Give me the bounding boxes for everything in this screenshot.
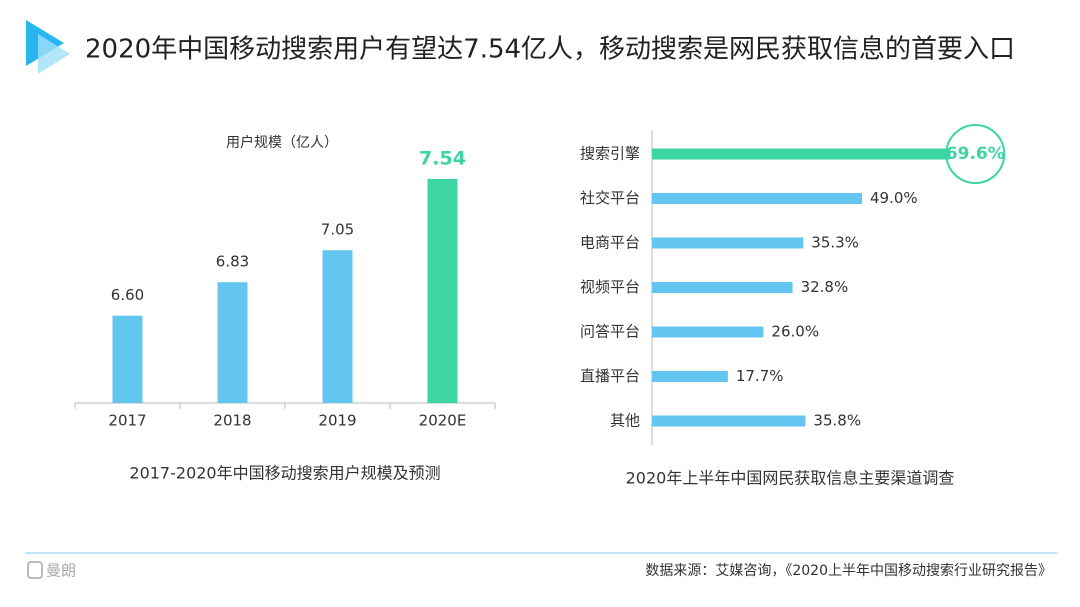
- bar: [652, 237, 804, 249]
- bar: [652, 193, 862, 204]
- y-tick-label: 问答平台: [580, 323, 640, 341]
- chart-title: 2020年上半年中国网民获取信息主要渠道调查: [626, 469, 955, 488]
- logo: 曼朗: [46, 562, 76, 580]
- bar: [652, 148, 951, 160]
- y-tick-label: 视频平台: [580, 278, 640, 296]
- bar: [652, 371, 728, 382]
- y-tick-label: 其他: [610, 412, 640, 430]
- value-label: 7.05: [321, 221, 354, 239]
- chart-title: 2017-2020年中国移动搜索用户规模及预测: [129, 464, 440, 483]
- value-label: 69.6%: [946, 144, 1005, 164]
- source-note: 数据来源：艾媒咨询，《2020上半年中国移动搜索行业研究报告》: [645, 562, 1052, 579]
- bar: [652, 282, 793, 293]
- bar: [652, 415, 806, 427]
- x-tick-label: 2018: [213, 412, 251, 430]
- x-tick-label: 2017: [108, 412, 146, 430]
- logo-icon: [27, 561, 43, 579]
- bar: [217, 282, 248, 403]
- x-tick-label: 2019: [318, 412, 356, 430]
- value-label: 26.0%: [771, 323, 819, 341]
- y-tick-label: 社交平台: [580, 189, 640, 207]
- value-label: 6.83: [216, 253, 249, 271]
- bar: [112, 315, 143, 403]
- value-label: 17.7%: [736, 367, 784, 385]
- page-title: 2020年中国移动搜索用户有望达7.54亿人，移动搜索是网民获取信息的首要入口: [85, 35, 1015, 65]
- bar: [427, 178, 458, 403]
- y-axis-label: 用户规模（亿人）: [226, 134, 338, 151]
- y-tick-label: 搜索引擎: [580, 145, 640, 163]
- value-label: 32.8%: [801, 278, 849, 296]
- value-label: 35.8%: [813, 412, 861, 430]
- value-label: 7.54: [419, 147, 466, 169]
- bar: [322, 250, 353, 403]
- value-label: 35.3%: [811, 234, 859, 252]
- value-label: 49.0%: [870, 189, 918, 207]
- bar: [652, 326, 764, 338]
- y-tick-label: 电商平台: [580, 234, 640, 252]
- title-icon: [38, 34, 70, 74]
- x-tick-label: 2020E: [419, 412, 467, 430]
- value-label: 6.60: [111, 286, 144, 304]
- y-tick-label: 直播平台: [580, 367, 640, 385]
